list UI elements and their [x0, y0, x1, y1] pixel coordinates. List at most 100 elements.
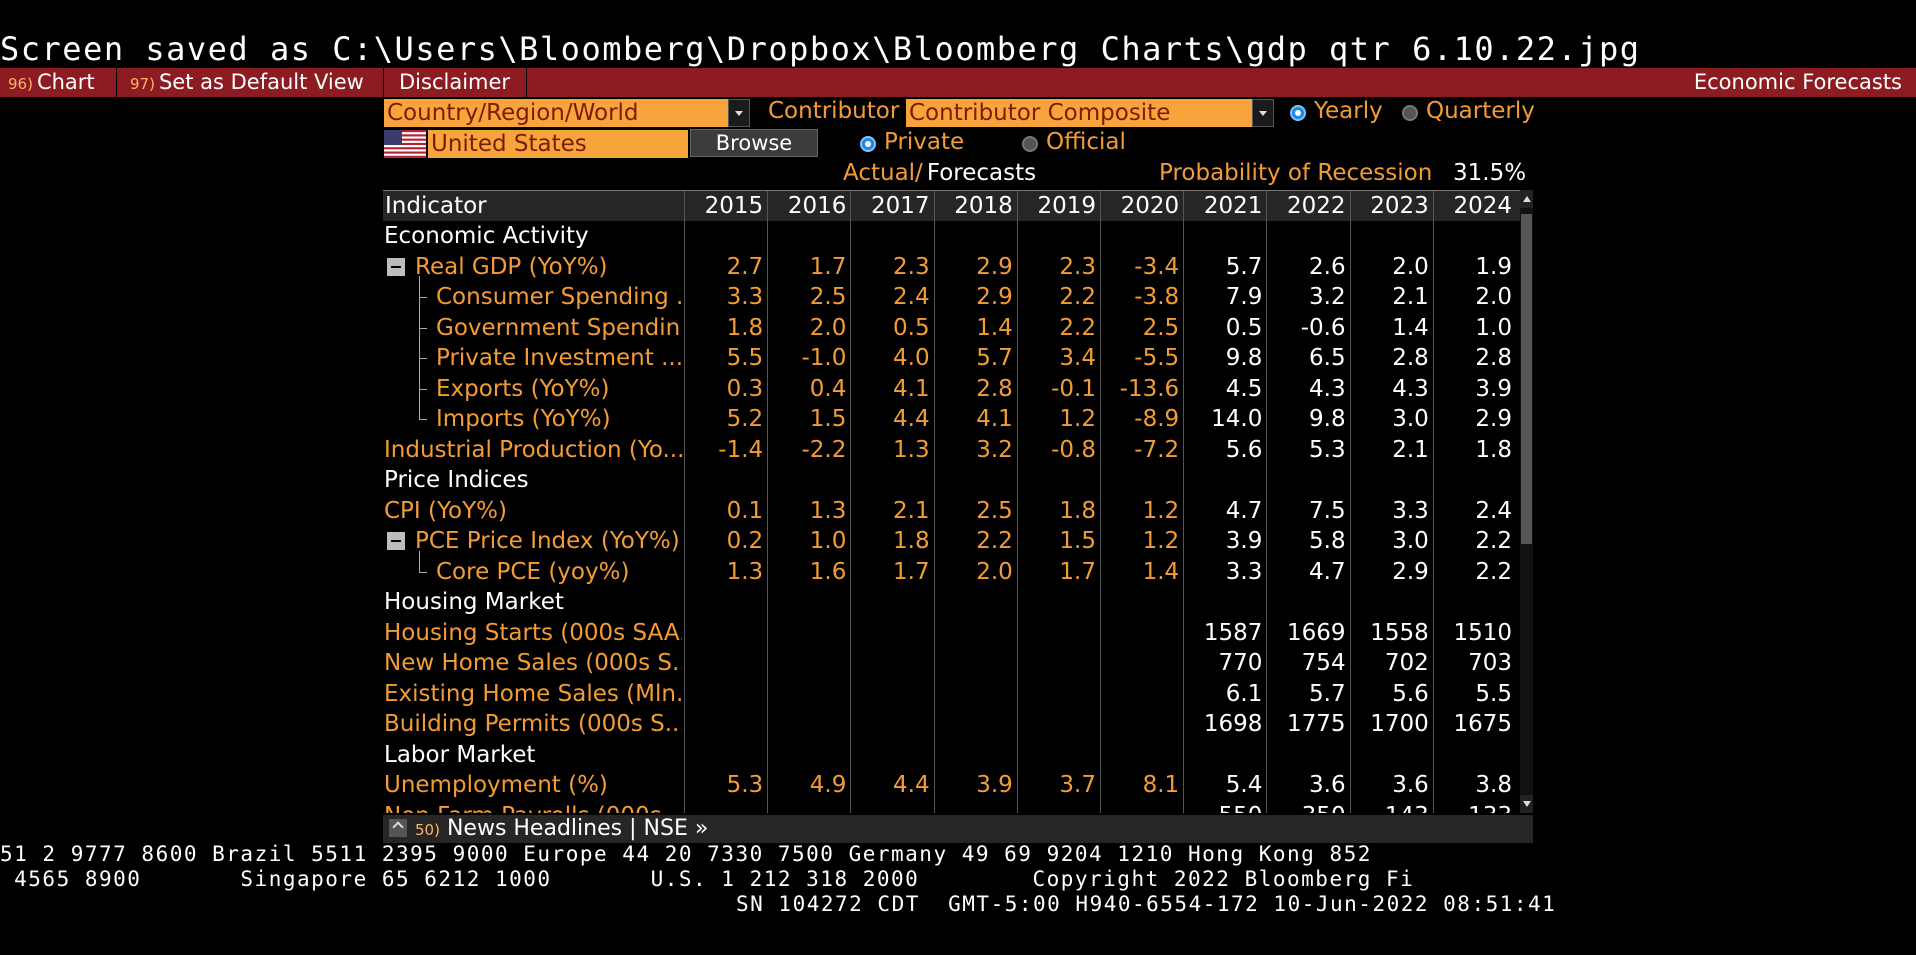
- value-cell: 3.0: [1392, 406, 1429, 432]
- indicator-header: Indicator: [385, 193, 487, 219]
- footer-session-info: SN 104272 CDT GMT-5:00 H940-6554-172 10-…: [736, 892, 1557, 916]
- set-default-view-button[interactable]: 97) Set as Default View: [130, 68, 364, 97]
- value-cell: 2.3: [893, 253, 930, 280]
- chevron-down-icon[interactable]: [1252, 99, 1274, 127]
- scroll-down-icon[interactable]: [1520, 795, 1533, 813]
- value-cell: 1.3: [809, 497, 847, 524]
- indicator-label[interactable]: PCE Price Index (YoY%): [415, 528, 680, 554]
- private-radio[interactable]: [860, 136, 876, 152]
- year-header-2020[interactable]: 2020: [1120, 193, 1180, 219]
- value-cell: 3.3: [1225, 558, 1263, 585]
- nse-link[interactable]: NSE »: [643, 816, 709, 841]
- table-row[interactable]: Consumer Spending ... 3.3 2.5 2.4 2.9 2.2 -3.8…: [383, 276, 1520, 313]
- value-cell: -1.0: [801, 345, 847, 371]
- indicator-label[interactable]: CPI (YoY%): [384, 497, 507, 524]
- year-header-2022[interactable]: 2022: [1287, 193, 1346, 219]
- region-dropdown[interactable]: Country/Region/World: [384, 99, 750, 127]
- value-cell: 3.6: [1309, 772, 1346, 798]
- value-cell: 2.8: [976, 375, 1013, 402]
- value-cell: 4.1: [893, 375, 930, 402]
- indicator-label[interactable]: Imports (YoY%): [436, 406, 611, 432]
- country-field[interactable]: United States: [428, 130, 688, 158]
- official-radio[interactable]: [1022, 136, 1038, 152]
- year-header-2015[interactable]: 2015: [704, 193, 764, 219]
- table-row[interactable]: New Home Sales (000s S... 770 754 702 703: [383, 648, 1520, 679]
- section-heading: Labor Market: [384, 741, 536, 768]
- quarterly-radio[interactable]: [1402, 105, 1418, 121]
- news-headlines-link[interactable]: 50) News Headlines | NSE »: [415, 815, 708, 843]
- chevron-down-icon[interactable]: [728, 99, 750, 127]
- table-row[interactable]: Core PCE (yoy%) 1.3 1.6 1.7 2.0 1.7 1.4 3.3 4.7 2…: [383, 550, 1520, 588]
- yearly-label[interactable]: Yearly: [1314, 98, 1383, 124]
- year-header-2023[interactable]: 2023: [1370, 193, 1429, 219]
- table-row[interactable]: Imports (YoY%) 5.2 1.5 4.4 4.1 1.2 -8.9 14.0 9.8…: [383, 398, 1520, 435]
- table-row[interactable]: CPI (YoY%) 0.1 1.3 2.1 2.5 1.8 1.2 4.7 7.5 3.3 2.4: [383, 496, 1520, 527]
- indicator-label[interactable]: Existing Home Sales (Mln...: [384, 680, 682, 707]
- scroll-thumb[interactable]: [1521, 214, 1532, 544]
- value-cell: [769, 648, 846, 678]
- indicator-label[interactable]: Government Spendin...: [436, 314, 682, 341]
- table-row[interactable]: Industrial Production (Yo... -1.4 -2.2 1.3 3…: [383, 435, 1520, 466]
- contributor-dropdown[interactable]: Contributor Composite: [906, 99, 1252, 127]
- vertical-scrollbar[interactable]: [1520, 190, 1533, 813]
- value-cell: -1.4: [718, 436, 764, 463]
- indicator-label[interactable]: Real GDP (YoY%): [415, 253, 608, 280]
- indicator-label[interactable]: New Home Sales (000s S...: [384, 650, 682, 676]
- column-divider: [684, 221, 685, 813]
- quarterly-label[interactable]: Quarterly: [1426, 98, 1535, 124]
- table-row[interactable]: Private Investment ... 5.5 -1.0 4.0 5.7 3.4 -5…: [383, 337, 1520, 374]
- value-cell: 2.8: [1475, 345, 1512, 371]
- table-row[interactable]: Exports (YoY%) 0.3 0.4 4.1 2.8 -0.1 -13.6 4.5 4.…: [383, 367, 1520, 405]
- indicator-label[interactable]: Industrial Production (Yo...: [384, 436, 682, 463]
- value-cell: 2.5: [976, 497, 1013, 524]
- year-header-2016[interactable]: 2016: [787, 193, 847, 219]
- scroll-up-icon[interactable]: [1520, 190, 1533, 208]
- year-header-2019[interactable]: 2019: [1037, 193, 1096, 219]
- indicator-label[interactable]: Private Investment ...: [436, 345, 682, 371]
- table-row[interactable]: Building Permits (000s S... 1698 1775 1700 1…: [383, 709, 1520, 740]
- value-cell: 1.2: [1059, 406, 1096, 432]
- section-heading: Economic Activity: [384, 223, 589, 249]
- table-row[interactable]: Unemployment (%) 5.3 4.9 4.4 3.9 3.7 8.1 5.4 3.6…: [383, 770, 1520, 801]
- indicator-label[interactable]: Consumer Spending ...: [436, 284, 682, 310]
- chevron-up-icon[interactable]: [389, 819, 407, 837]
- official-label[interactable]: Official: [1046, 129, 1126, 155]
- menu-separator: [526, 68, 527, 97]
- browse-button[interactable]: Browse: [690, 129, 818, 157]
- table-row[interactable]: PCE Price Index (YoY%) 0.2 1.0 1.8 2.2 1.5 1.2…: [383, 526, 1520, 557]
- indicator-label[interactable]: Non Farm Payrolls (000s...: [384, 801, 682, 814]
- year-header-2018[interactable]: 2018: [954, 193, 1013, 219]
- collapse-icon[interactable]: [387, 532, 405, 550]
- private-label[interactable]: Private: [884, 129, 965, 155]
- table-row[interactable]: Non Farm Payrolls (000s... 550 350 143 133: [383, 801, 1520, 814]
- value-cell: [1102, 801, 1179, 814]
- value-cell: 3.4: [1059, 345, 1096, 371]
- chart-button[interactable]: 96) Chart: [8, 68, 95, 97]
- value-cell: 1.2: [1142, 528, 1180, 554]
- value-cell: 4.9: [809, 772, 847, 798]
- yearly-radio[interactable]: [1290, 105, 1306, 121]
- indicator-label[interactable]: Building Permits (000s S...: [384, 711, 682, 737]
- indicator-label[interactable]: Housing Starts (000s SAA...: [384, 619, 682, 646]
- year-header-2024[interactable]: 2024: [1453, 193, 1512, 219]
- indicator-label[interactable]: Exports (YoY%): [436, 375, 610, 402]
- disclaimer-button[interactable]: Disclaimer: [399, 70, 511, 94]
- year-header-2021[interactable]: 2021: [1203, 193, 1263, 219]
- news-number: 50): [415, 821, 440, 839]
- year-header-2017[interactable]: 2017: [871, 193, 930, 219]
- table-row[interactable]: Housing Starts (000s SAA... 1587 1669 1558 1…: [383, 618, 1520, 649]
- table-row[interactable]: Existing Home Sales (Mln... 6.1 5.7 5.6 5.5: [383, 679, 1520, 710]
- value-cell: [852, 709, 929, 739]
- value-cell: [936, 801, 1013, 814]
- value-cell: [769, 709, 846, 739]
- column-divider: [767, 191, 769, 221]
- value-cell: 8.1: [1142, 772, 1180, 798]
- indicator-label[interactable]: Core PCE (yoy%): [436, 558, 630, 585]
- chart-button-label: Chart: [36, 70, 95, 94]
- value-cell: 703: [1468, 650, 1512, 676]
- section-row: Price Indices: [383, 465, 1520, 496]
- collapse-icon[interactable]: [387, 257, 405, 276]
- indicator-label[interactable]: Unemployment (%): [384, 772, 608, 798]
- table-row[interactable]: Real GDP (YoY%) 2.7 1.7 2.3 2.9 2.3 -3.4 5.7 2.6…: [383, 252, 1520, 283]
- table-row[interactable]: Government Spendin... 1.8 2.0 0.5 1.4 2.2 2.5 0…: [383, 306, 1520, 344]
